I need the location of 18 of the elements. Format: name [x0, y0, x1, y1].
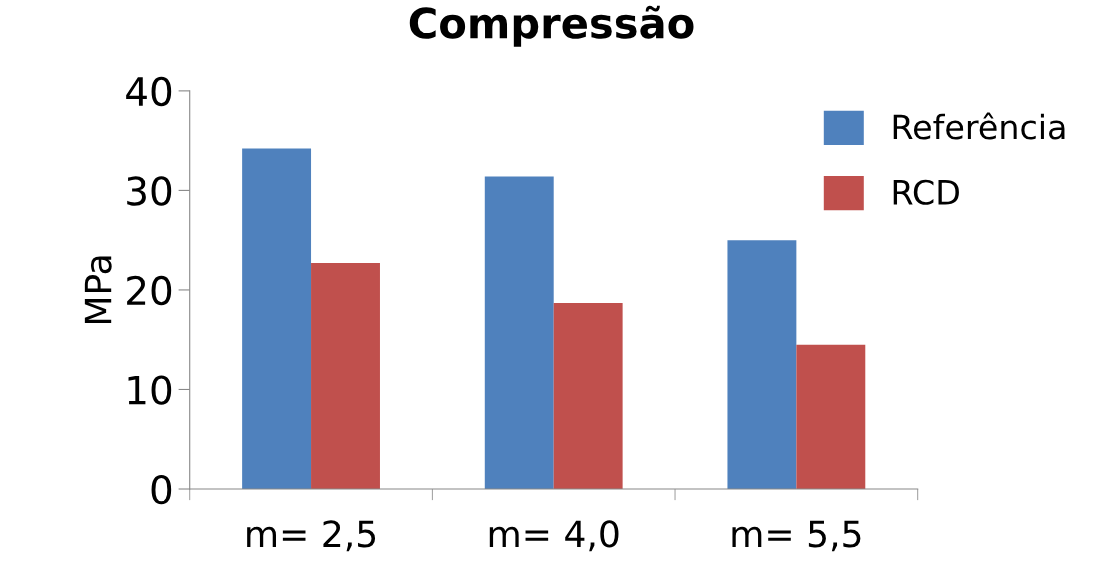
y-axis-title: MPa — [84, 256, 112, 324]
y-tick-label: 30 — [127, 176, 172, 206]
bar — [311, 263, 380, 490]
bar — [242, 148, 312, 490]
y-tick-label: 40 — [126, 76, 172, 107]
x-tick-label: m= 5,5 — [732, 520, 861, 552]
y-tick-label: 0 — [151, 474, 172, 505]
legend-label: RCD — [893, 179, 959, 205]
x-tick-label: m= 2,5 — [247, 520, 376, 552]
x-tick-label: m= 4,0 — [489, 520, 619, 552]
legend-label: Referência — [893, 112, 1065, 140]
bar — [796, 344, 866, 490]
y-tick-label: 10 — [128, 375, 172, 405]
y-tick-label: 20 — [127, 275, 172, 306]
bar — [727, 240, 797, 490]
chart-title: Compressão — [409, 5, 694, 47]
bar — [553, 302, 623, 490]
bar — [484, 176, 554, 490]
